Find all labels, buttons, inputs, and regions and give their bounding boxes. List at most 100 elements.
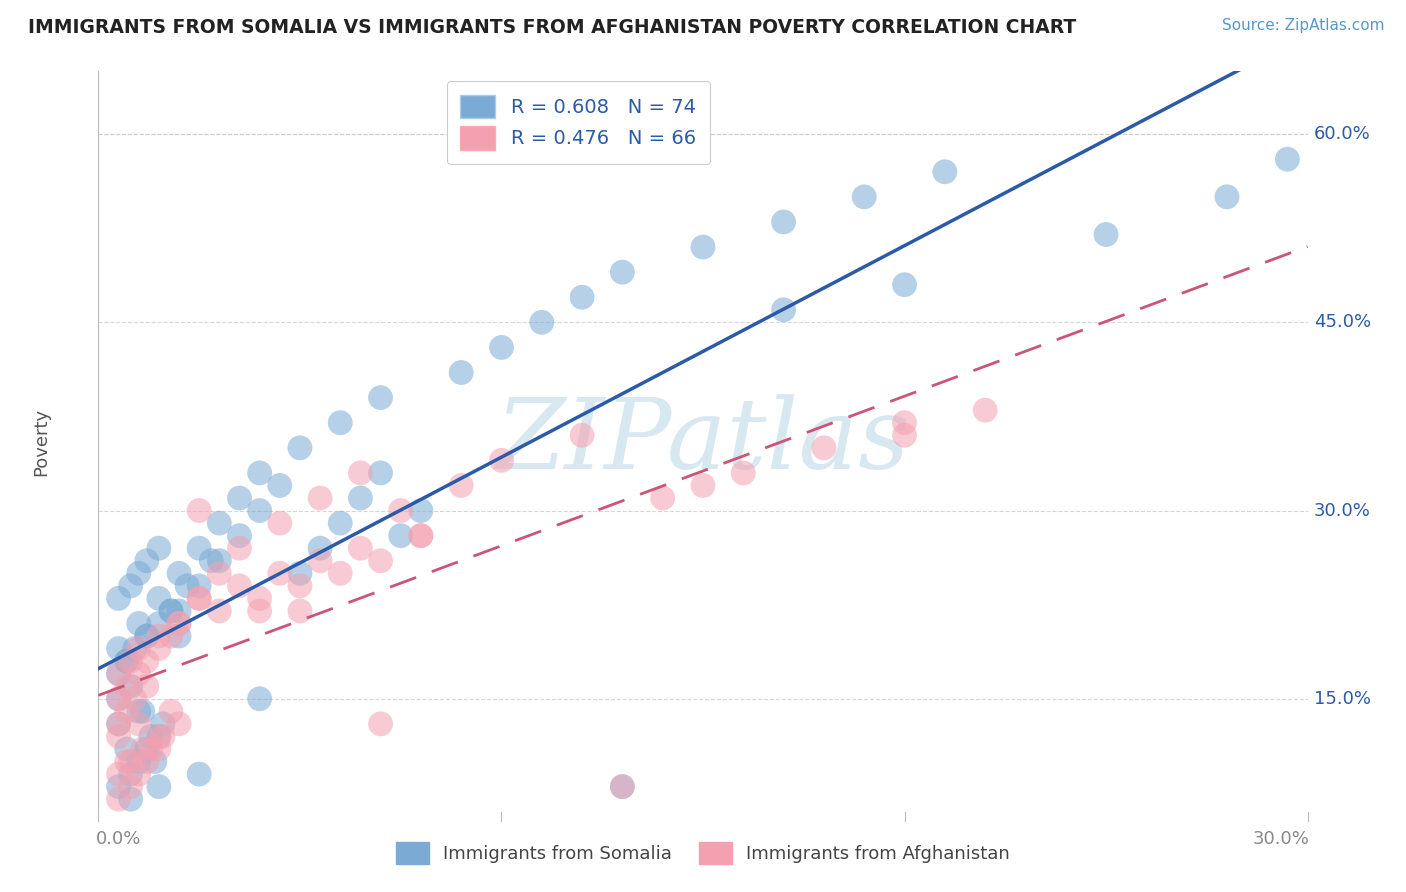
Point [530,315,553,329]
Point [612,265,634,279]
Point [107,691,129,706]
Point [152,717,174,731]
Point [450,478,472,492]
Point [167,616,190,631]
Point [893,416,915,430]
Point [120,780,142,794]
Point [974,403,997,417]
Point [115,755,138,769]
Legend: Immigrants from Somalia, Immigrants from Afghanistan: Immigrants from Somalia, Immigrants from… [382,828,1024,879]
Point [128,666,150,681]
Point [1277,152,1299,166]
Point [148,730,170,744]
Point [309,541,332,556]
Point [329,516,352,530]
Point [167,629,190,643]
Point [309,554,332,568]
Point [167,604,190,618]
Text: 30.0%: 30.0% [1253,830,1310,848]
Point [692,240,714,254]
Point [370,554,392,568]
Point [188,541,211,556]
Point [288,579,311,593]
Point [128,704,150,718]
Text: 0.0%: 0.0% [96,830,142,848]
Point [288,604,311,618]
Point [409,529,432,543]
Point [389,529,412,543]
Point [208,554,231,568]
Point [148,780,170,794]
Point [135,554,157,568]
Point [167,616,190,631]
Text: IMMIGRANTS FROM SOMALIA VS IMMIGRANTS FROM AFGHANISTAN POVERTY CORRELATION CHART: IMMIGRANTS FROM SOMALIA VS IMMIGRANTS FR… [28,18,1077,37]
Point [349,466,371,480]
Point [135,629,157,643]
Point [160,604,183,618]
Point [107,666,129,681]
Point [107,717,129,731]
Point [148,742,170,756]
Point [132,742,155,756]
Point [107,730,129,744]
Point [208,566,231,581]
Point [612,780,634,794]
Point [107,780,129,794]
Point [176,579,198,593]
Point [208,604,231,618]
Point [160,629,183,643]
Point [370,717,392,731]
Point [135,755,157,769]
Point [200,554,222,568]
Point [120,767,142,781]
Text: 15.0%: 15.0% [1313,690,1371,707]
Point [120,792,142,806]
Point [160,604,183,618]
Point [934,165,956,179]
Point [389,503,412,517]
Point [120,579,142,593]
Point [409,503,432,517]
Point [329,566,352,581]
Point [491,340,513,354]
Point [450,366,472,380]
Text: 60.0%: 60.0% [1313,125,1371,143]
Point [249,604,271,618]
Point [139,742,162,756]
Point [228,541,250,556]
Point [893,277,915,292]
Point [269,478,291,492]
Point [107,691,129,706]
Point [288,441,311,455]
Point [228,529,250,543]
Point [249,503,271,517]
Point [135,742,157,756]
Point [692,478,714,492]
Text: Poverty: Poverty [32,408,51,475]
Point [167,566,190,581]
Legend: R = 0.608   N = 74, R = 0.476   N = 66: R = 0.608 N = 74, R = 0.476 N = 66 [447,81,710,163]
Point [128,717,150,731]
Point [115,679,138,693]
Point [269,516,291,530]
Point [107,666,129,681]
Point [409,529,432,543]
Point [115,654,138,668]
Point [107,591,129,606]
Point [249,466,271,480]
Point [128,767,150,781]
Point [120,679,142,693]
Point [370,466,392,480]
Point [329,416,352,430]
Text: 30.0%: 30.0% [1313,501,1371,519]
Point [188,503,211,517]
Point [128,641,150,656]
Point [571,428,593,442]
Text: Source: ZipAtlas.com: Source: ZipAtlas.com [1222,18,1385,33]
Point [228,579,250,593]
Point [309,491,332,505]
Point [813,441,835,455]
Point [772,302,794,317]
Point [148,616,170,631]
Point [132,704,155,718]
